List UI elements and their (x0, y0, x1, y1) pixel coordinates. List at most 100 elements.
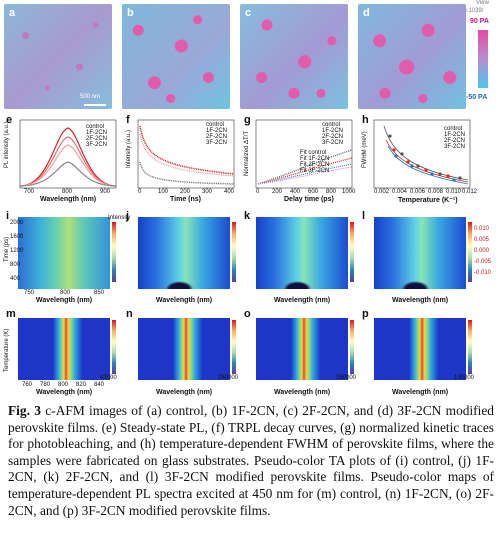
afm-image-1f2cn (122, 4, 230, 109)
xtick-g-3: 600 (308, 189, 319, 195)
xlabel-g: Delay time (ps) (284, 196, 334, 203)
panel-label-k: k (244, 210, 251, 222)
xlabel-k: Wavelength (nm) (274, 297, 331, 304)
xtick-i-0: 750 (24, 290, 35, 296)
panel-label-a: a (9, 7, 16, 19)
legend-h: control 1F-2CN 2F-2CN 3F-2CN (444, 126, 466, 150)
panel-label-l: l (362, 210, 366, 222)
figure-number: Fig. 3 (8, 403, 41, 418)
pl-colorbar-p (468, 320, 472, 374)
xtick-g-0: 0 (256, 189, 260, 195)
xtick-g-2: 400 (290, 189, 301, 195)
yticks-i: 2000 1600 1200 800 400 (10, 220, 24, 282)
panel-label-e: e (6, 114, 13, 126)
pl-cbar-max-o: 350000 (336, 375, 357, 381)
panel-label-f: f (126, 114, 130, 126)
figure-caption: Fig. 3 c-AFM images of (a) control, (b) … (8, 403, 494, 519)
row2-plots (19, 119, 471, 189)
ta-colorbar-k (350, 222, 354, 282)
panel-label-n: n (126, 308, 133, 320)
xlabel-n: Wavelength (nm) (156, 389, 213, 396)
afm-image-3f2cn (358, 4, 466, 109)
xtick-h-0: 0.002 (374, 189, 390, 195)
pl-cbar-max-n: 280000 (218, 375, 239, 381)
xtick-i-1: 800 (60, 290, 71, 296)
watermark-view: View (476, 0, 489, 6)
ylabel-e: PL intensity (a.u.) (4, 121, 10, 168)
panel-label-o: o (244, 308, 251, 320)
xtick-f-3: 300 (202, 189, 213, 195)
xtick-f-1: 100 (158, 189, 169, 195)
panel-label-g: g (244, 114, 251, 126)
pl-map-2f2cn (256, 318, 348, 380)
ta-colorbar-i (112, 222, 116, 282)
xtick-h-5: 0.012 (462, 189, 478, 195)
xtick-i-2: 850 (94, 290, 105, 296)
pl-colorbar-o (350, 320, 354, 374)
xtick-m-0: 760 (22, 382, 33, 388)
panel-label-j: j (126, 210, 130, 222)
pl-cbar-max-p: 130000 (454, 375, 475, 381)
ta-plot-control (18, 217, 110, 289)
afm-colorbar (478, 30, 488, 88)
pl-map-1f2cn (138, 318, 230, 380)
pl-map-3f2cn (374, 318, 466, 380)
caption-text: c-AFM images of (a) control, (b) 1F-2CN,… (8, 403, 494, 518)
afm-image-2f2cn (240, 4, 348, 109)
xtick-h-2: 0.006 (410, 189, 426, 195)
colorbar-bottom-label: -50 PA (466, 94, 488, 101)
xtick-e-2: 900 (100, 189, 111, 195)
legend-f: control 1F-2CN 2F-2CN 3F-2CN (206, 122, 228, 146)
xtick-f-0: 0 (138, 189, 142, 195)
panel-label-h: h (362, 114, 369, 126)
xlabel-j: Wavelength (nm) (156, 297, 213, 304)
panel-label-m: m (6, 308, 16, 320)
ta-colorbar-j (232, 222, 236, 282)
xtick-h-4: 0.010 (446, 189, 462, 195)
xtick-m-3: 820 (76, 382, 87, 388)
panel-label-i: i (6, 210, 10, 222)
xtick-e-1: 800 (62, 189, 73, 195)
ylabel-h: FWHM (meV) (362, 131, 368, 168)
xtick-f-2: 200 (180, 189, 191, 195)
scale-bar (84, 104, 106, 106)
ylabel-m: Temperature (K) (4, 328, 10, 372)
colorbar-top-label: 90 PA (470, 18, 489, 25)
xlabel-e: Wavelength (nm) (40, 196, 97, 203)
xtick-g-4: 800 (326, 189, 337, 195)
ylabel-f: Intensity (a.u.) (126, 129, 132, 168)
legend-g-fits: Fit control Fit 1F-2CN Fit 2F-2CN Fit 3F-2C… (300, 150, 330, 174)
legend-g: control 1F-2CN 2F-2CN 3F-2CN (322, 122, 344, 146)
ta-cbar-title: Intensity (108, 215, 131, 221)
afm-image-control (4, 4, 112, 109)
ta-plot-1f2cn (138, 217, 230, 289)
xlabel-h: Temperature (K⁻¹) (398, 197, 458, 204)
xtick-e-0: 700 (24, 189, 35, 195)
ta-colorbar-l (468, 222, 472, 282)
panel-label-b: b (127, 7, 134, 19)
xtick-m-4: 840 (94, 382, 105, 388)
xtick-g-1: 200 (272, 189, 283, 195)
legend-e: control 1F-2CN 2F-2CN 3F-2CN (86, 124, 108, 148)
xlabel-m: Wavelength (nm) (36, 389, 93, 396)
ta-plot-3f2cn (374, 217, 466, 289)
xtick-m-2: 800 (58, 382, 69, 388)
xtick-m-1: 780 (40, 382, 51, 388)
ylabel-g: Normalized ΔT/T (244, 130, 250, 176)
pl-map-control (18, 318, 110, 380)
panel-label-p: p (362, 308, 369, 320)
ta-cbar-values: 0.010 0.005 0.000 -0.005 -0.010 (474, 226, 492, 276)
xtick-g-5: 1000 (342, 189, 356, 195)
xlabel-f: Time (ns) (170, 196, 201, 203)
xlabel-l: Wavelength (nm) (392, 297, 449, 304)
ta-plot-2f2cn (256, 217, 348, 289)
xlabel-o: Wavelength (nm) (274, 389, 331, 396)
pl-colorbar-n (232, 320, 236, 374)
panel-label-c: c (245, 7, 252, 19)
panel-label-d: d (363, 7, 370, 19)
xtick-h-3: 0.008 (428, 189, 444, 195)
scale-bar-label: 500 nm (80, 94, 101, 100)
xtick-h-1: 0.004 (392, 189, 408, 195)
xlabel-p: Wavelength (nm) (392, 389, 449, 396)
xtick-f-4: 400 (224, 189, 235, 195)
